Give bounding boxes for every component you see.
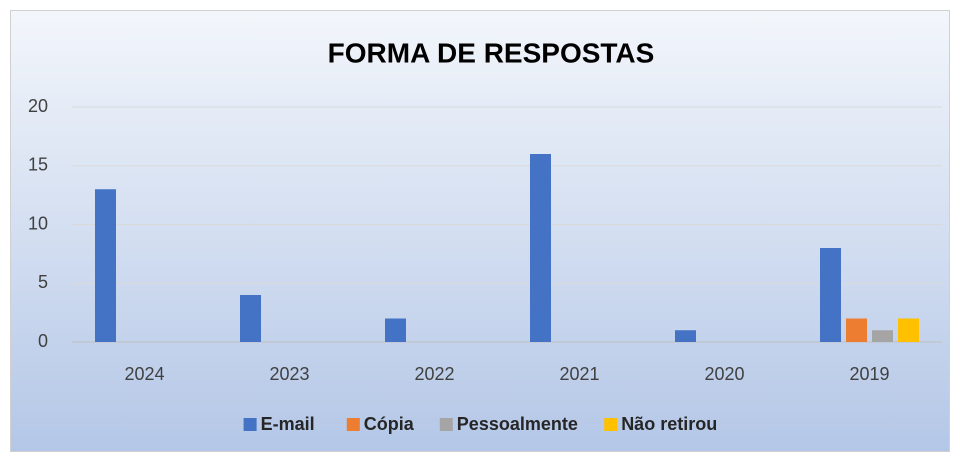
bar: [675, 330, 696, 342]
chart-background: [10, 10, 950, 452]
x-tick-label: 2024: [124, 364, 164, 384]
x-tick-label: 2022: [414, 364, 454, 384]
legend-label: Pessoalmente: [457, 414, 578, 434]
bar: [820, 248, 841, 342]
y-tick-label: 10: [28, 213, 48, 233]
bar: [385, 318, 406, 342]
bar: [846, 318, 867, 342]
x-tick-label: 2021: [559, 364, 599, 384]
y-tick-label: 5: [38, 272, 48, 292]
y-tick-label: 0: [38, 331, 48, 351]
legend-swatch: [243, 418, 257, 431]
legend-swatch: [439, 418, 453, 431]
bar: [95, 189, 116, 342]
legend-label: E-mail: [261, 414, 315, 434]
legend-swatch: [346, 418, 360, 431]
bar: [872, 330, 893, 342]
legend-label: Cópia: [364, 414, 415, 434]
bar: [530, 154, 551, 342]
y-tick-label: 15: [28, 155, 48, 175]
bar: [240, 295, 261, 342]
legend-swatch: [604, 418, 618, 431]
chart-title: FORMA DE RESPOSTAS: [328, 37, 655, 68]
bar: [898, 318, 919, 342]
y-tick-label: 20: [28, 96, 48, 116]
legend-label: Não retirou: [621, 414, 717, 434]
x-tick-label: 2020: [704, 364, 744, 384]
x-tick-label: 2019: [849, 364, 889, 384]
x-tick-label: 2023: [269, 364, 309, 384]
